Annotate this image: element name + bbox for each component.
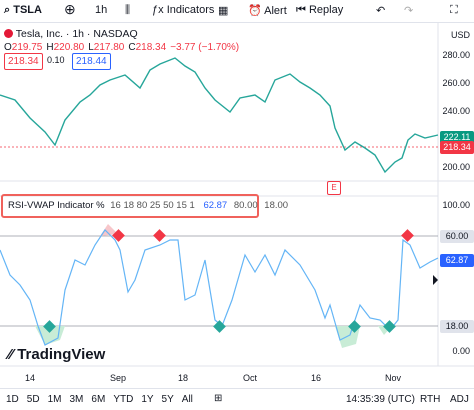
logo-text: TradingView [17,346,106,363]
time-tick-label: 18 [177,373,189,383]
sell-signal [153,229,166,242]
chart-canvas [0,22,474,367]
buy-signal [43,320,56,333]
buy-signal [348,320,361,333]
redo-button[interactable]: ↷ [404,5,414,17]
indicator-tick-label: 18.00 [440,320,474,333]
range-button[interactable]: YTD [113,394,134,405]
currency-button[interactable]: USD [451,30,470,40]
sell-signal [401,229,414,242]
legend-title: Tesla, Inc. · 1h · NASDAQ [4,28,138,40]
indicator-params: 16 18 80 25 50 15 1 [110,200,195,211]
spread: 0.10 [47,55,65,65]
scale-arrow [433,275,438,285]
indicator-current-tag: 62.87 [440,254,474,267]
toolbar [0,0,474,23]
price-series [0,57,439,174]
chart-type-button[interactable]: ⫼ [125,4,131,16]
oversold-fill [35,326,65,345]
indicator-value: 18.00 [264,200,289,211]
replay-button[interactable]: ⏮ Replay [296,4,344,16]
time-tick-label: Sep [109,373,127,383]
range-button[interactable]: 6M [91,394,106,405]
indicator-tick-label: 100.00 [442,200,470,210]
buy-signal [213,320,226,333]
time-tick-label: 16 [310,373,322,383]
alert-button[interactable]: ⏰ Alert [248,5,287,17]
time-tick-label: Nov [384,373,402,383]
range-button[interactable]: 1M [47,394,62,405]
ohlc-value: 217.80 [93,42,125,53]
change: −3.77 (−1.70%) [170,42,240,53]
ohlc-row: O219.75 H220.80 L217.80 C218.34 −3.77 (−1.70… [4,42,239,53]
range-button[interactable]: All [181,394,193,405]
sell-signal [112,229,125,242]
rsi-vwap-line [0,229,439,346]
layouts-button[interactable]: ▦ [218,5,229,17]
indicator-value: 62.87 [203,200,228,211]
ohlc-value: 220.80 [53,42,85,53]
price-tick-label: 280.00 [442,50,470,60]
range-button[interactable]: 1D [6,394,19,405]
price-tick-label: 240.00 [442,106,470,116]
ohlc-label: O [4,42,12,53]
currency: USD [450,30,470,40]
range-button[interactable]: 5D [26,394,40,405]
price-tick-label: 260.00 [442,78,470,88]
buy-signal [383,320,396,333]
settings-button[interactable]: ⛶ [450,4,458,16]
adjust-button[interactable]: ADJ [450,394,469,405]
indicator-value: 80.00 [233,200,258,211]
indicator-name: RSI-VWAP Indicator % [8,200,105,211]
indicator-tick-label: 60.00 [440,230,474,243]
bottom-bar [0,388,474,410]
date-range-button[interactable]: ⊞ [214,393,223,404]
indicator-legend[interactable]: RSI-VWAP Indicator % 16 18 80 25 50 15 1… [1,194,288,218]
ohlc-label: L [88,42,94,53]
ohlc-value: 218.34 [135,42,167,53]
indicators-label: Indicators [166,4,215,16]
ohlc-label: C [128,42,136,53]
earnings-marker[interactable]: E [327,181,341,195]
ohlc-label: H [46,42,54,53]
overbought-fill [100,224,118,236]
session-button[interactable]: RTH [420,394,441,405]
time-tick-label: 14 [24,373,36,383]
replay-label: Replay [308,4,344,16]
last-close-tag: 222.11 [440,131,474,144]
buy-price-button[interactable]: 218.44 [72,53,111,70]
symbol-logo [4,29,13,38]
range-button[interactable]: 5Y [161,394,174,405]
sell-price-button[interactable]: 218.34 [4,53,43,70]
symbol: TSLA [13,4,42,16]
interval-button[interactable]: 1h [95,4,108,16]
indicators-button[interactable]: ƒx Indicators [152,4,215,16]
current-price-tag: 218.34 [440,141,474,154]
compare-button[interactable]: ⊕ [64,1,76,17]
price-tick-label: 200.00 [442,162,470,172]
range-button[interactable]: 1Y [141,394,154,405]
range-selector: 1D 5D 1M 3M 6M YTD 1Y 5Y All [6,394,201,405]
clock: 14:35:39 (UTC) [346,394,415,405]
instrument-name: Tesla, Inc. · 1h · NASDAQ [15,28,138,40]
logo: ⁄⁄ TradingView [8,346,106,363]
ohlc-value: 219.75 [11,42,43,53]
symbol-search[interactable]: ⌕ TSLA [4,4,42,16]
time-tick-label: Oct [242,373,258,383]
undo-button[interactable]: ↶ [376,5,386,17]
range-button[interactable]: 3M [69,394,84,405]
indicator-tick-label: 0.00 [452,346,470,356]
alert-label: Alert [264,5,287,17]
